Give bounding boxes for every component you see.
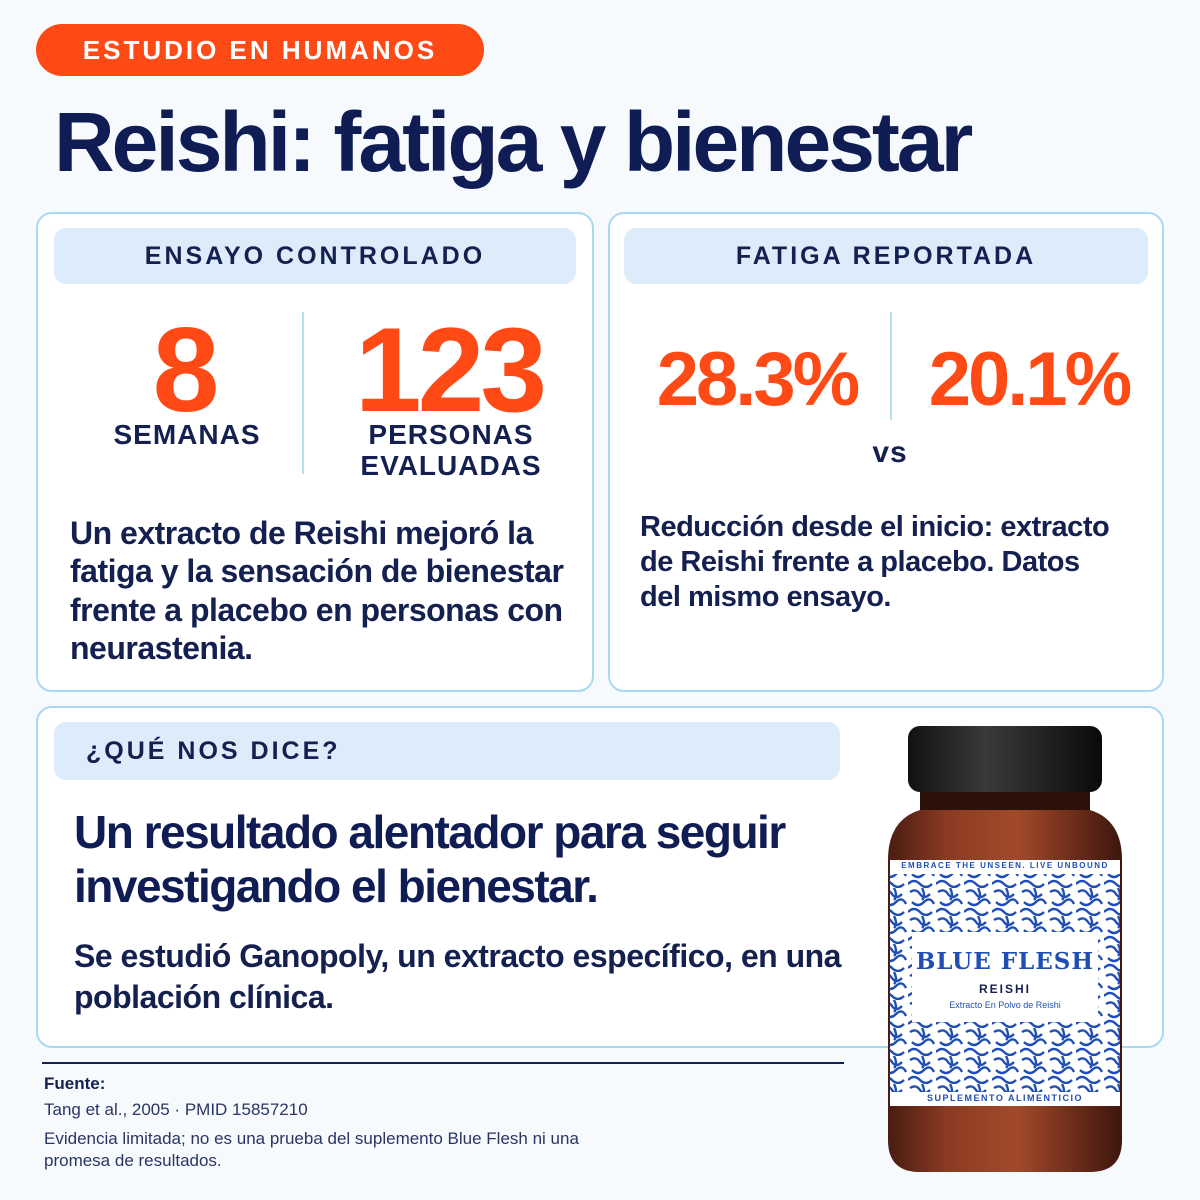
weeks-label: SEMANAS <box>113 419 261 450</box>
fatigue-description: Reducción desde el inicio: extracto de R… <box>640 511 1110 613</box>
participants-value: 123 <box>354 303 547 437</box>
product-description: Extracto En Polvo de Reishi <box>949 1000 1061 1010</box>
fatigue-card-header: FATIGA REPORTADA <box>624 228 1148 284</box>
trial-description: Un extracto de Reishi mejoró la fatiga y… <box>70 515 564 667</box>
source-citation: Tang et al., 2005 · PMID 15857210 <box>44 1100 308 1119</box>
trial-card: ENSAYO CONTROLADO 8 SEMANAS 123 PERSONAS… <box>36 212 594 692</box>
page-title: Reishi: fatiga y bienestar <box>54 95 973 189</box>
weeks-value: 8 <box>152 303 220 437</box>
source-divider <box>42 1062 844 1064</box>
value-divider <box>890 312 892 420</box>
fatigue-card: FATIGA REPORTADA 28.3% 20.1% vs Reducció… <box>608 212 1164 692</box>
reishi-reduction-value: 28.3% <box>656 337 861 422</box>
bottle-illustration <box>888 726 1122 1172</box>
stat-divider <box>302 312 304 474</box>
insight-card-header: ¿QUÉ NOS DICE? <box>54 722 840 780</box>
insight-subtext: Se estudió Ganopoly, un extracto específ… <box>74 938 841 1015</box>
vs-label: vs <box>872 436 908 469</box>
source-disclaimer: Evidencia limitada; no es una prueba del… <box>44 1129 579 1171</box>
participants-label: PERSONAS EVALUADAS <box>360 419 542 481</box>
insight-headline: Un resultado alentador para seguir inves… <box>74 806 786 912</box>
bottle-band-text: EMBRACE THE UNSEEN. LIVE UNBOUND <box>901 861 1109 870</box>
bottle-footer-text: SUPLEMENTO ALIMENTICIO <box>926 1093 1083 1103</box>
brand-logo: BLUE FLESH <box>915 948 1095 975</box>
source-label: Fuente: <box>44 1074 106 1093</box>
trial-card-header: ENSAYO CONTROLADO <box>54 228 576 284</box>
study-badge: ESTUDIO EN HUMANOS <box>36 24 484 76</box>
product-name: REISHI <box>978 982 1031 996</box>
product-bottle: EMBRACE THE UNSEEN. LIVE UNBOUND BLUE FL… <box>880 720 1130 1180</box>
placebo-reduction-value: 20.1% <box>928 337 1133 422</box>
